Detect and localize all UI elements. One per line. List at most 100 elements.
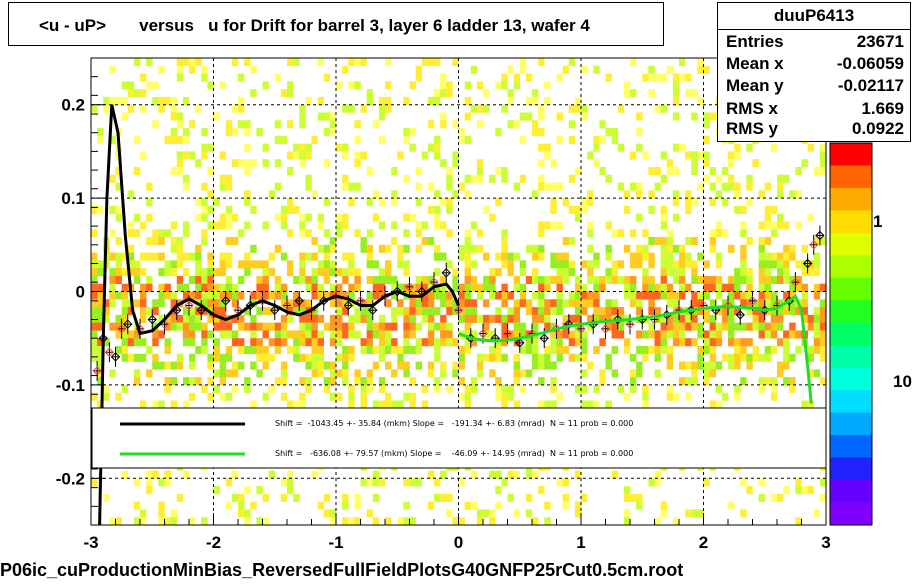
heatmap-cell bbox=[415, 229, 423, 238]
heatmap-cell bbox=[458, 283, 465, 292]
heatmap-cell bbox=[427, 361, 435, 370]
heatmap-cell bbox=[654, 470, 661, 479]
heatmap-cell bbox=[231, 58, 239, 67]
heatmap-cell bbox=[538, 486, 545, 495]
heatmap-cell bbox=[354, 229, 361, 238]
heatmap-cell bbox=[617, 143, 625, 152]
heatmap-cell bbox=[421, 299, 429, 308]
heatmap-cell bbox=[513, 470, 521, 479]
heatmap-cell bbox=[568, 268, 576, 277]
heatmap-cell bbox=[440, 112, 447, 121]
grid-lines bbox=[91, 58, 826, 525]
heatmap-cell bbox=[630, 182, 637, 191]
profile-point bbox=[576, 324, 586, 334]
heatmap-cell bbox=[176, 120, 184, 129]
heatmap-cell bbox=[801, 314, 808, 323]
heatmap-cell bbox=[299, 143, 306, 152]
heatmap-cell bbox=[458, 252, 465, 261]
heatmap-cell bbox=[115, 260, 122, 269]
heatmap-cell bbox=[427, 369, 435, 378]
heatmap-cell bbox=[525, 73, 533, 82]
heatmap-cell bbox=[483, 314, 490, 323]
stat-row-mean-x: Mean x -0.06059 bbox=[726, 54, 904, 76]
heatmap-cell bbox=[152, 237, 159, 246]
heatmap-cell bbox=[685, 338, 692, 347]
heatmap-cell bbox=[556, 182, 563, 191]
heatmap-cell bbox=[770, 392, 778, 401]
profile-point bbox=[515, 338, 525, 348]
heatmap-cell bbox=[115, 275, 122, 285]
heatmap-cell bbox=[709, 198, 717, 207]
heatmap-cell bbox=[140, 338, 147, 347]
heatmap-cell bbox=[581, 198, 588, 207]
heatmap-cell bbox=[758, 478, 766, 487]
heatmap-cell bbox=[342, 377, 349, 386]
heatmap-cell bbox=[679, 283, 686, 292]
heatmap-cell bbox=[152, 330, 159, 339]
heatmap-cell bbox=[464, 345, 472, 355]
heatmap-cell bbox=[550, 198, 557, 207]
heatmap-cell bbox=[287, 81, 294, 90]
heatmap-cell bbox=[728, 330, 735, 339]
heatmap-cell bbox=[777, 493, 784, 502]
heatmap-cell bbox=[758, 283, 766, 292]
heatmap-cell bbox=[225, 260, 233, 269]
heatmap-cell bbox=[342, 517, 349, 526]
heatmap-cell bbox=[679, 377, 686, 386]
profile-point bbox=[404, 282, 415, 292]
heatmap-cell bbox=[599, 314, 606, 323]
heatmap-cell bbox=[385, 517, 392, 526]
heatmap-cell bbox=[299, 104, 306, 113]
heatmap-cell bbox=[519, 174, 527, 183]
heatmap-cell bbox=[176, 252, 184, 261]
heatmap-cell bbox=[758, 291, 766, 300]
heatmap-cell bbox=[464, 252, 472, 261]
heatmap-cell bbox=[630, 369, 637, 378]
heatmap-cell bbox=[207, 221, 214, 230]
heatmap-cell bbox=[666, 268, 674, 277]
heatmap-cell bbox=[660, 291, 668, 300]
heatmap-cell bbox=[170, 104, 178, 113]
heatmap-cell bbox=[250, 260, 257, 269]
heatmap-cell bbox=[807, 353, 815, 362]
heatmap-cell bbox=[201, 229, 208, 238]
heatmap-cell bbox=[617, 307, 625, 316]
heatmap-cell bbox=[195, 345, 202, 355]
heatmap-cell bbox=[342, 361, 349, 370]
heatmap-cell bbox=[182, 330, 190, 339]
heatmap-cell bbox=[323, 275, 331, 285]
heatmap-cell bbox=[458, 345, 465, 355]
heatmap-cell bbox=[348, 400, 355, 409]
heatmap-cell bbox=[317, 244, 325, 253]
heatmap-cell bbox=[507, 384, 514, 393]
heatmap-cell bbox=[133, 330, 141, 339]
heatmap-cell bbox=[317, 345, 325, 355]
heatmap-cell bbox=[532, 322, 539, 331]
heatmap-cell bbox=[746, 237, 753, 246]
heatmap-cell bbox=[189, 252, 196, 261]
heatmap-cell bbox=[660, 268, 668, 277]
heatmap-cell bbox=[91, 338, 98, 347]
heatmap-cell bbox=[127, 229, 135, 238]
heatmap-cell bbox=[660, 330, 668, 339]
heatmap-cell bbox=[219, 299, 227, 308]
heatmap-cell bbox=[409, 307, 416, 316]
heatmap-cell bbox=[170, 221, 178, 230]
heatmap-cell bbox=[115, 330, 122, 339]
heatmap-cell bbox=[385, 260, 392, 269]
heatmap-cell bbox=[299, 299, 306, 308]
heatmap-cell bbox=[611, 330, 619, 339]
heatmap-cell bbox=[127, 244, 135, 253]
heatmap-cell bbox=[207, 314, 214, 323]
heatmap-cell bbox=[715, 174, 723, 183]
heatmap-cell bbox=[305, 338, 312, 347]
heatmap-cell bbox=[703, 338, 710, 347]
heatmap-cell bbox=[225, 213, 233, 222]
heatmap-cell bbox=[378, 345, 386, 355]
profile-point bbox=[564, 319, 574, 329]
heatmap-cell bbox=[262, 268, 269, 277]
heatmap-cell bbox=[293, 299, 300, 308]
heatmap-cell bbox=[501, 104, 508, 113]
profile-point bbox=[104, 347, 115, 357]
heatmap-cell bbox=[734, 190, 741, 199]
